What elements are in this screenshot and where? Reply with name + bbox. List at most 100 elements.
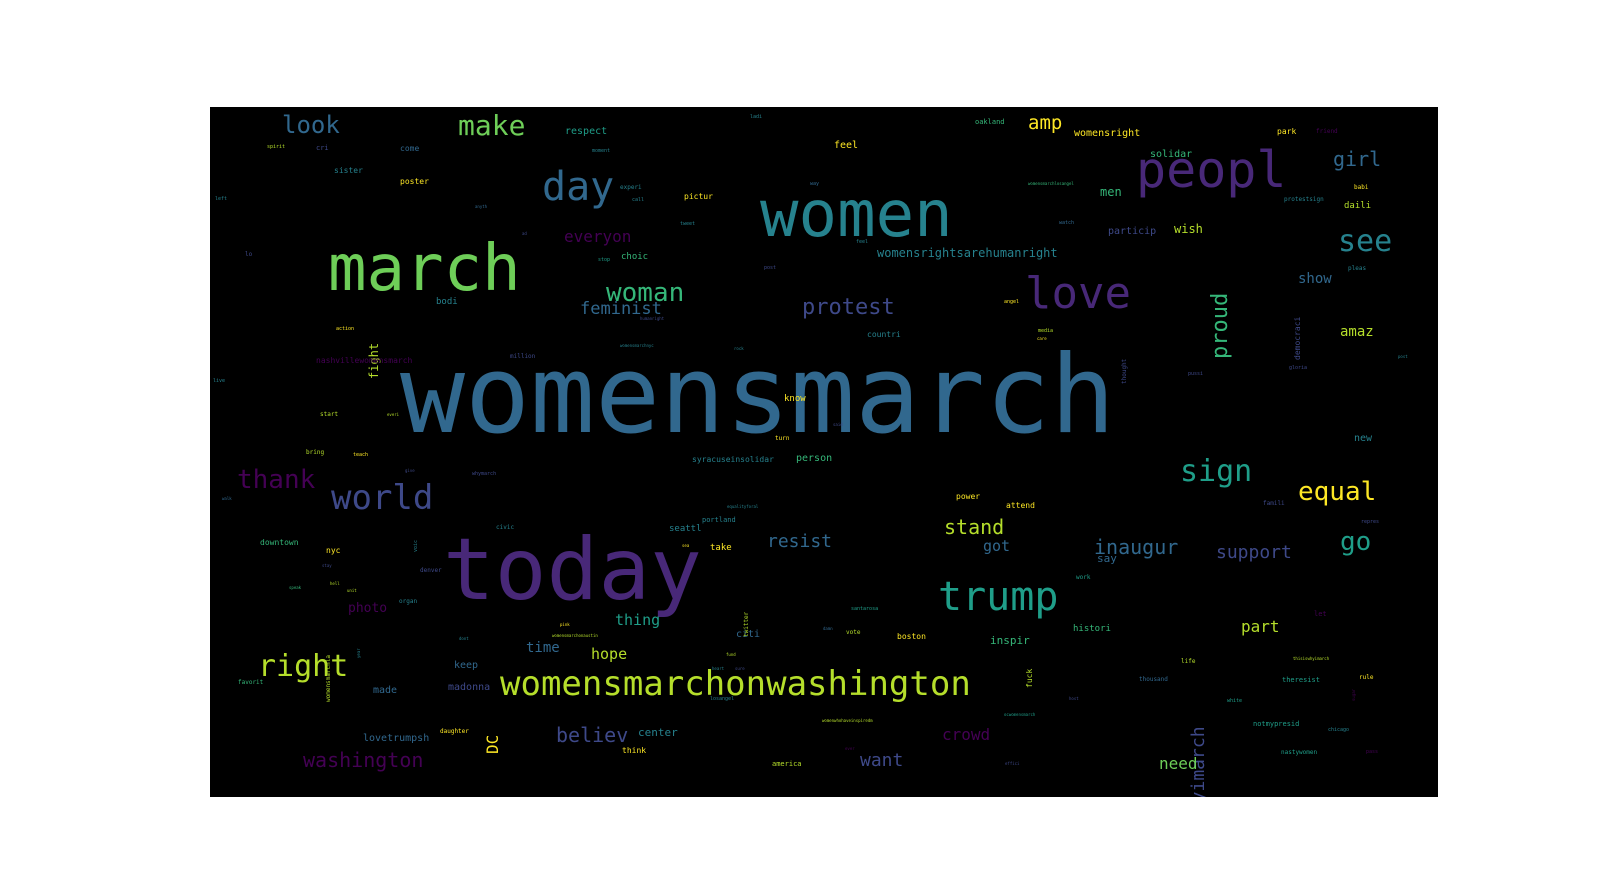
word-speak: speak (289, 585, 302, 590)
word-pass: pass (1366, 749, 1379, 755)
word-friend: friend (1316, 128, 1338, 135)
word-ocwomensmarch: ocwomensmarch (1004, 712, 1036, 717)
word-oakland: oakland (975, 118, 1005, 126)
word-thought: thought (1121, 358, 1128, 385)
word-moment: moment (592, 148, 611, 154)
word-women: women (760, 178, 953, 252)
word-year: year (356, 647, 361, 658)
word-white: white (1227, 698, 1243, 704)
word-inspir: inspir (990, 634, 1030, 647)
word-citi: citi (736, 629, 761, 640)
word-let: let (1314, 610, 1327, 618)
word-spirit: spirit (267, 144, 286, 150)
word-say: say (1097, 552, 1117, 565)
word-power: power (956, 492, 981, 501)
word-histori: histori (1073, 624, 1111, 634)
word-boston: boston (897, 632, 926, 641)
word-action: action (336, 326, 355, 332)
word-voic: voic (413, 539, 419, 552)
word-humanright: humanright (640, 316, 665, 321)
word-america: america (772, 760, 802, 768)
word-feel: feel (834, 140, 859, 151)
word-womensmarchlosangel: womensmarchlosangel (1028, 181, 1074, 186)
word-time: time (526, 640, 560, 656)
word-cri: cri (316, 144, 329, 152)
word-fund: fund (726, 652, 736, 657)
word-take: take (710, 543, 732, 553)
word-today: today (443, 520, 702, 620)
word-damn: damn (823, 626, 833, 631)
word-world: world (331, 478, 434, 518)
word-womensmarch: womensmarch (400, 333, 1116, 458)
word-resist: resist (767, 531, 833, 552)
word-amp: amp (1028, 112, 1063, 134)
word-sister: sister (334, 166, 363, 175)
word-see: see (1338, 224, 1393, 259)
word-want: want (860, 750, 904, 771)
word-come: come (400, 144, 420, 153)
word-womenwhohaveinspiredm: womenwhohaveinspiredm (822, 718, 873, 723)
word-babi: babi (1354, 184, 1369, 191)
word-made: made (373, 685, 398, 696)
word-march: march (328, 232, 521, 306)
word-lo: lo (245, 251, 253, 258)
word-chicago: chicago (1328, 727, 1350, 733)
word-womensrightsarehumanright: womensrightsarehumanright (877, 246, 1058, 260)
word-gloria: gloria (1289, 365, 1308, 371)
word-care: care (1037, 336, 1047, 341)
word-post: post (764, 265, 777, 271)
word-support: support (1216, 542, 1292, 563)
word-make: make (458, 109, 526, 142)
word-got: got (983, 537, 1011, 555)
word-work: work (1076, 574, 1091, 581)
word-way: way (810, 181, 820, 187)
word-nyc: nyc (326, 546, 341, 555)
word-nashvillewomensmarch: nashvillewomensmarch (316, 356, 413, 365)
word-men: men (1100, 185, 1122, 199)
word-crowd: crowd (942, 725, 991, 744)
word-cloud: womensmarch today women march peopl love trump… (210, 107, 1438, 797)
word-feminist: feminist (580, 299, 662, 319)
word-poster: poster (400, 177, 429, 186)
word-democraci: democraci (1293, 316, 1302, 361)
word-favorit: favorit (238, 679, 264, 686)
word-organ: organ (399, 598, 418, 605)
word-denver: denver (420, 567, 442, 574)
word-madonna: madonna (448, 682, 491, 693)
word-protestsign: protestsign (1284, 196, 1324, 203)
word-center: center (638, 726, 678, 739)
word-pussi: pussi (1188, 371, 1204, 377)
word-experi: experi (620, 184, 642, 191)
word-heart: heart (712, 666, 725, 671)
word-angel: angel (1004, 299, 1020, 305)
word-womensmarchnyc: womensmarchnyc (620, 343, 654, 348)
word-person: person (796, 453, 833, 464)
word-dont: dont (459, 636, 469, 641)
word-attend: attend (1006, 501, 1035, 510)
word-love: love (1025, 268, 1131, 319)
word-rule: rule (1359, 674, 1374, 681)
word-park: park (1277, 127, 1297, 136)
word-day: day (542, 164, 615, 210)
word-proud: proud (1208, 292, 1233, 359)
word-fuck: fuck (1025, 668, 1034, 689)
word-teach: teach (353, 452, 369, 458)
word-effici: effici (1005, 761, 1020, 766)
word-live: live (213, 378, 226, 384)
word-new: new (1354, 433, 1373, 444)
word-anyth: anyth (475, 204, 488, 209)
word-sea: sea (682, 543, 690, 548)
word-trump: trump (938, 574, 1059, 620)
word-twitter: twitter (743, 611, 750, 638)
word-bring: bring (306, 449, 325, 456)
word-pink: pink (560, 622, 570, 627)
word-host: host (1069, 696, 1079, 701)
word-unit: unit (347, 588, 357, 593)
word-pictur: pictur (684, 192, 713, 201)
word-lovetrumpsh: lovetrumpsh (363, 733, 430, 744)
word-think: think (622, 746, 647, 755)
word-give: give (405, 468, 415, 473)
word-feel2: feel (856, 239, 869, 245)
word-losangel: losangel (710, 696, 735, 702)
word-look: look (282, 111, 340, 139)
